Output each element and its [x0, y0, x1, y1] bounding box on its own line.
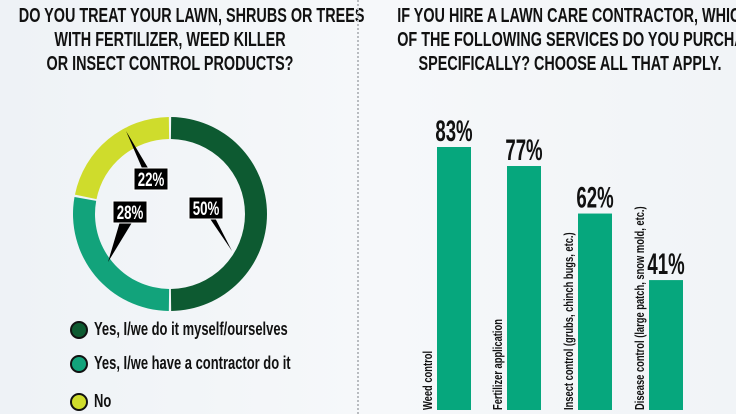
donut-slice — [170, 117, 267, 311]
legend-item: Yes, I/we have a contractor do it — [70, 353, 367, 374]
bar — [437, 147, 471, 410]
pie-title-line: DO YOU TREAT YOUR LAWN, SHRUBS OR TREES — [18, 5, 365, 27]
pie-title: DO YOU TREAT YOUR LAWN, SHRUBS OR TREES … — [18, 4, 365, 76]
legend-item: No — [70, 391, 118, 412]
bar-title-line: OF THE FOLLOWING SERVICES DO YOU PURCHAS… — [397, 29, 736, 51]
bar — [507, 166, 541, 410]
bar-category-label: Fertilizer application — [492, 319, 506, 410]
legend-swatch — [70, 320, 88, 339]
bar-category-label: Disease control (large patch, snow mold,… — [634, 206, 648, 410]
bar — [649, 280, 683, 410]
callout-box — [133, 167, 169, 191]
pie-data-label: 50% — [193, 199, 220, 220]
legend-label: Yes, I/we do it myself/ourselves — [94, 319, 288, 339]
pie-title-line: OR INSECT CONTROL PRODUCTS? — [46, 53, 294, 75]
legend-item: Yes, I/we do it myself/ourselves — [70, 319, 363, 340]
donut-slice — [74, 117, 170, 200]
legend-label: No — [94, 391, 112, 411]
bar-title-line: IF YOU HIRE A LAWN CARE CONTRACTOR, WHIC… — [397, 5, 736, 27]
bar-data-label: 41% — [647, 248, 684, 282]
bar-title: IF YOU HIRE A LAWN CARE CONTRACTOR, WHIC… — [397, 4, 736, 76]
donut-slice — [73, 196, 170, 311]
bar-data-label: 77% — [505, 134, 542, 168]
legend-label: Yes, I/we have a contractor do it — [94, 353, 291, 373]
bar — [578, 213, 612, 410]
legend-swatch — [70, 354, 88, 373]
divider — [357, 0, 359, 414]
legend-swatch — [70, 392, 88, 411]
bar-data-label: 83% — [435, 115, 472, 149]
bar-category-label: Insect control (grubs, chinch bugs, etc.… — [563, 232, 577, 410]
bar-category-label: Weed control — [422, 351, 436, 410]
pie-data-label: 28% — [117, 203, 144, 224]
pie-title-line: WITH FERTILIZER, WEED KILLER — [54, 29, 286, 51]
callout-box — [188, 196, 224, 220]
bar-data-label: 62% — [576, 181, 613, 215]
callout-box — [112, 200, 148, 224]
bar-title-line: SPECIFICALLY? CHOOSE ALL THAT APPLY. — [418, 53, 722, 75]
pie-data-label: 22% — [138, 170, 165, 191]
